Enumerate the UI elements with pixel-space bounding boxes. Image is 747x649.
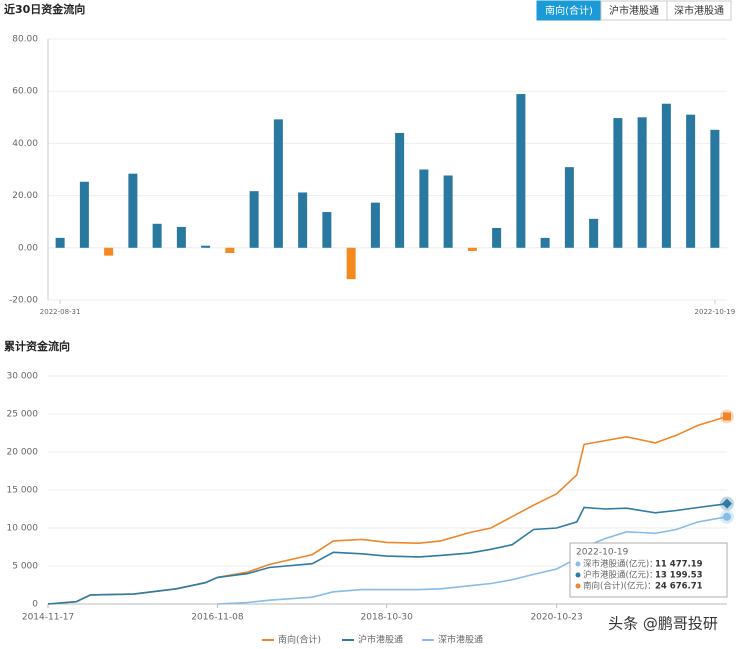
y-tick-label: 30 000 [7,372,39,382]
bar [540,237,550,248]
tooltip-name: 南向(合计)(亿元)： [583,581,656,592]
bar [395,132,405,248]
x-tick-label: 2022-10-19 [695,308,736,316]
y-tick-label: 20 000 [7,448,39,458]
y-tick-label: 40.00 [12,139,38,149]
bar [661,103,671,248]
bar [55,237,65,248]
tooltip-value: 13 199.53 [655,571,703,581]
chart-title: 近30日资金流向 [4,2,85,16]
bar [79,181,89,248]
bar [128,173,138,248]
legend-label: 深市港股通 [438,634,483,646]
bar [564,167,574,248]
tab[interactable] [666,0,732,21]
bar [710,129,720,248]
tooltip-value: 24 676.71 [655,582,703,592]
tooltip-name: 深市港股通(亿元)： [583,559,658,570]
end-marker [723,412,731,421]
tab-label[interactable]: 南向(合计) [545,4,593,17]
bar [613,118,623,248]
y-tick-label: 15 000 [7,486,39,496]
bar [419,169,429,248]
series-line [217,516,728,605]
y-tick-label: 60.00 [12,87,38,97]
tooltip-dot [575,561,581,567]
y-tick-label: 20.00 [12,191,38,201]
bar [273,119,283,248]
legend-label: 沪市港股通 [358,634,403,646]
y-tick-label: 25 000 [7,410,39,420]
series-line [47,502,728,605]
bar [152,223,162,248]
bar [370,202,380,248]
bar [492,227,502,248]
tooltip-dot [575,583,581,589]
bar [104,247,114,256]
x-tick-label: 2020-10-23 [530,613,582,623]
bar [298,192,308,248]
bar [467,247,477,251]
x-tick-label: 2014-11-17 [22,613,74,623]
bar [589,218,599,248]
end-marker [722,498,732,509]
tooltip-dot [575,572,581,578]
y-tick-label: 10 000 [7,524,39,534]
x-tick-label: 2022-08-31 [40,308,81,316]
bar [249,191,259,248]
tooltip-title: 2022-10-19 [576,548,629,558]
bar [201,245,211,248]
y-tick-label: 80.00 [12,35,38,45]
tooltip-value: 11 477.19 [655,560,703,570]
x-tick-label: 2018-10-30 [361,613,414,623]
y-tick-label: 0.00 [18,243,38,253]
tooltip-name: 沪市港股通(亿元)： [583,570,658,581]
tab-label[interactable]: 深市港股通 [674,4,724,17]
bar [176,226,186,248]
chart-title: 累计资金流向 [4,339,70,353]
x-tick-label: 2016-11-08 [191,613,244,623]
bar [686,114,696,248]
y-tick-label: 5 000 [12,562,38,572]
bar [443,175,453,248]
bar [346,247,356,280]
bar [322,212,332,248]
watermark: 头条 @鹏哥投研 [608,615,718,633]
bar [225,247,235,254]
tab-label[interactable]: 沪市港股通 [609,4,659,17]
end-marker [723,512,731,521]
bar [637,117,647,248]
bar [516,94,526,248]
legend-label: 南向(合计) [278,634,321,646]
y-tick-label: -20.00 [9,296,38,306]
tooltip-box [569,542,728,598]
y-tick-label: 0 [32,600,38,610]
